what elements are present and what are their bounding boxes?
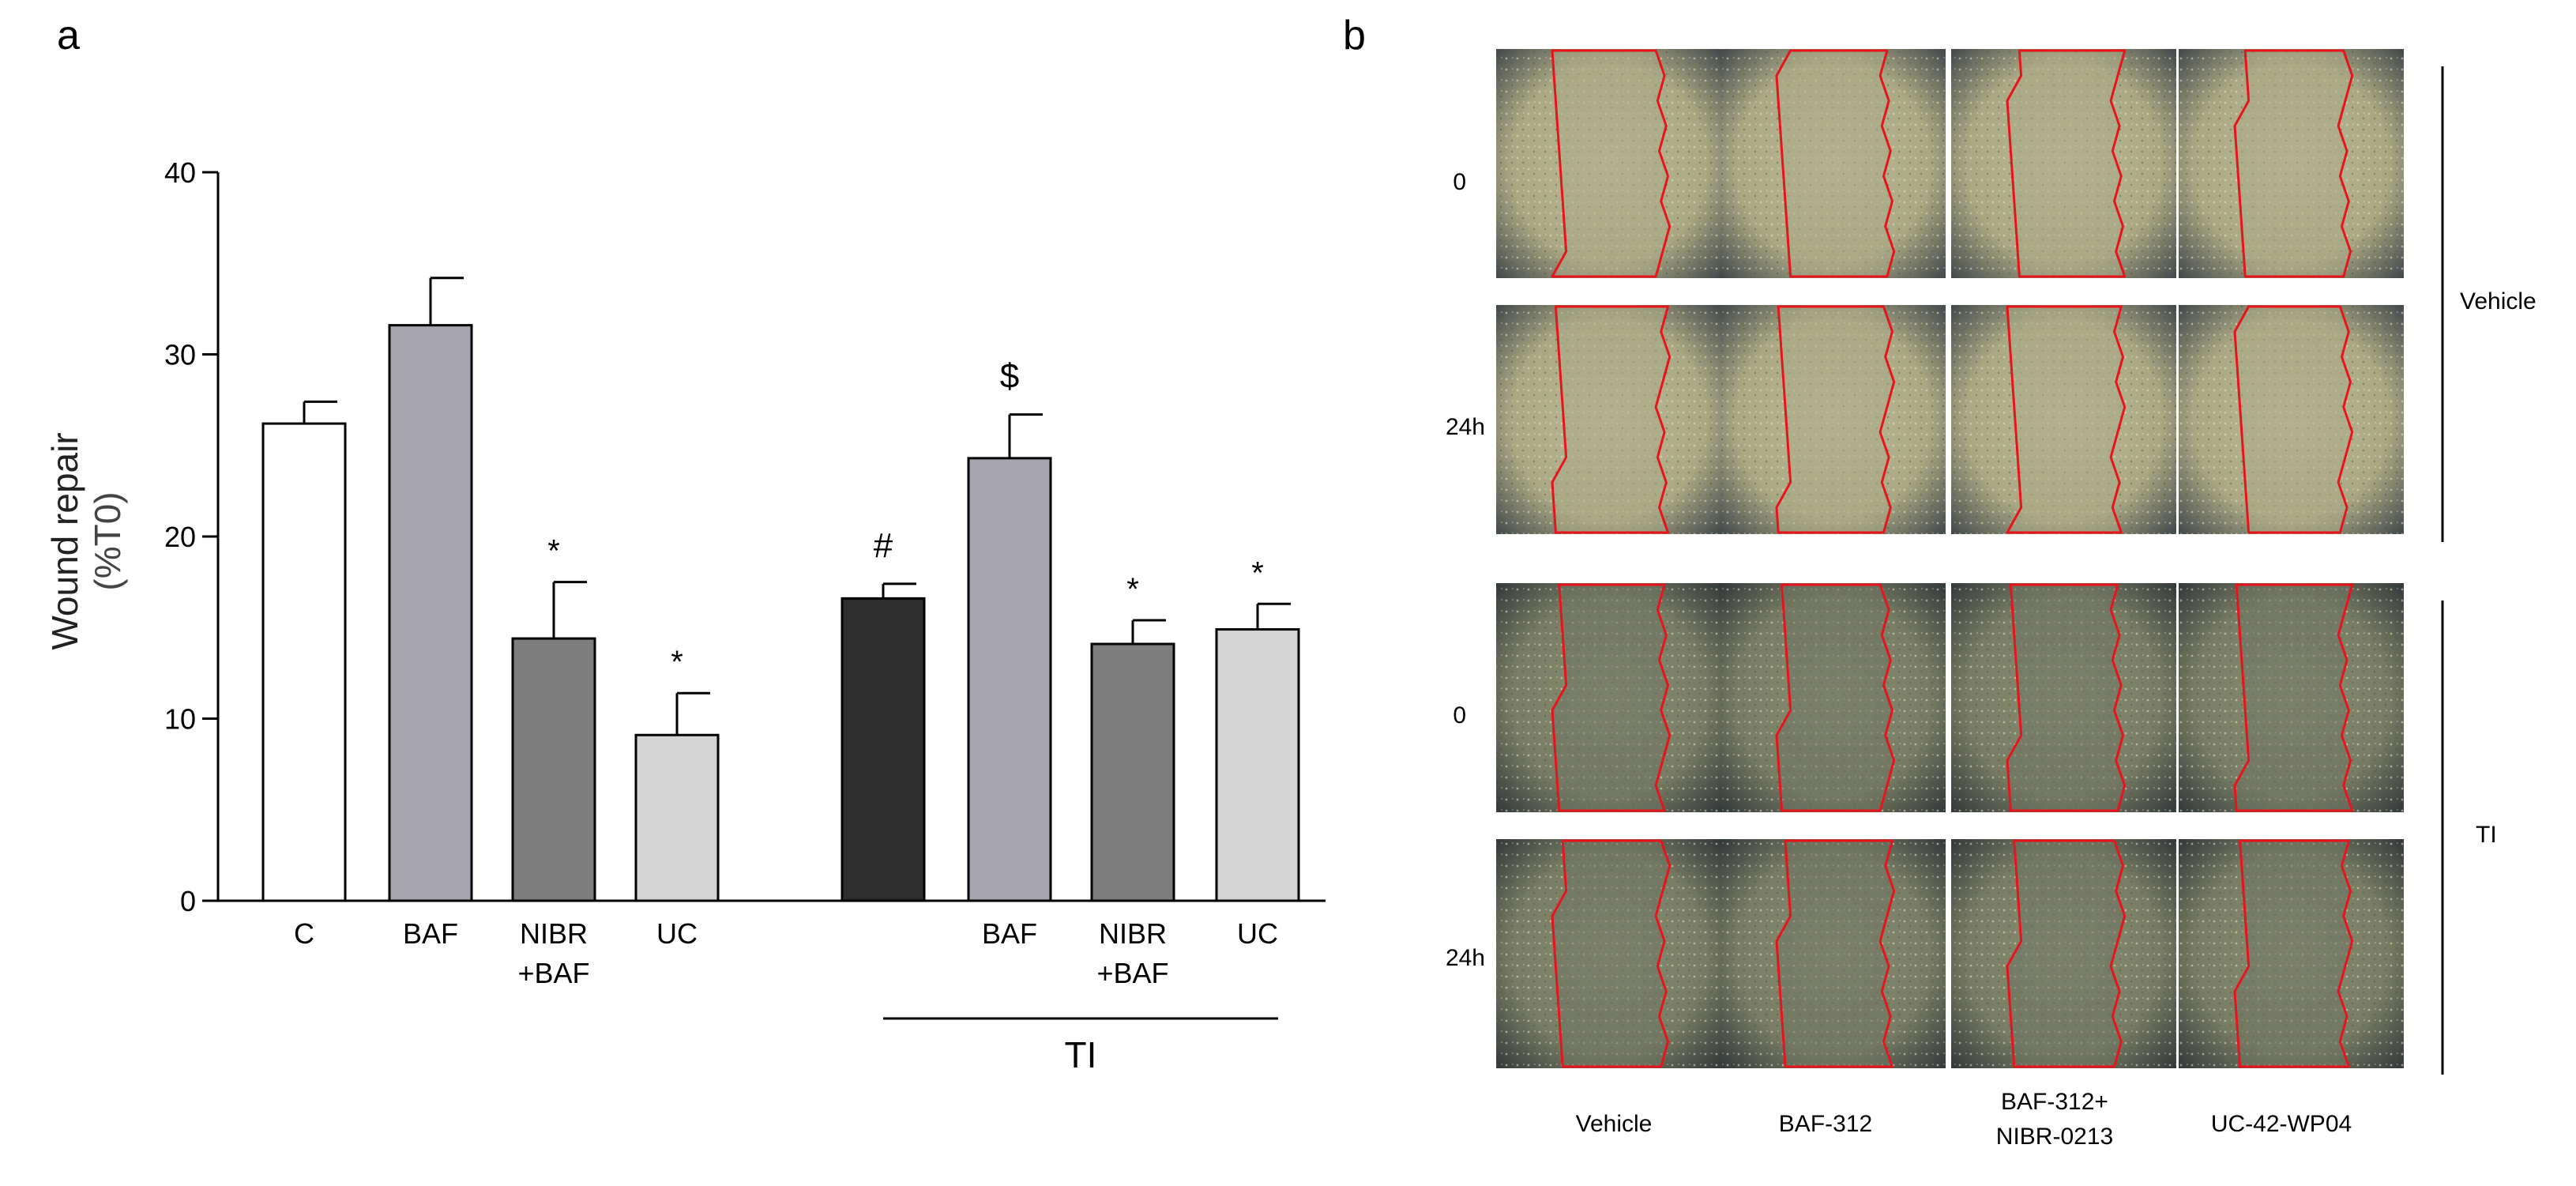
wound-outline [2006,49,2127,278]
bar [967,457,1052,902]
micrograph-tile [2179,583,2404,812]
y-ticks: 0 10 20 30 40 [164,156,218,917]
bar [388,324,473,902]
vehicle-group-label: Vehicle [2460,288,2537,314]
wound-outline [1775,49,1896,278]
micrograph-tile [2179,839,2404,1068]
x-tick-label: BAF [982,917,1037,950]
wound-outline [2006,839,2127,1068]
x-tick-label: NIBR [1099,917,1167,950]
significance-mark: * [671,645,683,680]
x-tick-label: +BAF [517,957,589,989]
bars: * * # $ * * [261,277,1300,902]
wound-outline [2006,583,2127,812]
bar [261,422,347,902]
x-tick-labels: C BAF NIBR +BAF UC BAF NIBR +BAF UC [294,917,1278,989]
wound-outline [1775,839,1896,1068]
wound-outline [2233,583,2354,812]
micrograph-tile [1951,305,2176,534]
wound-outline [2233,305,2354,534]
y-tick-label: 0 [180,885,196,917]
panel-letter-b: b [1343,13,1366,58]
wound-outline [1551,305,1672,534]
x-tick-label: UC [656,917,698,950]
micrograph-tile [1496,839,1721,1068]
row-label-vehicle-0h: 0 [1453,169,1466,195]
bar [1090,642,1175,902]
bar-chart: Wound repair (%T0) 0 10 20 30 40 * * # $ * * C BAF… [44,156,1326,1075]
wound-outline [1551,49,1672,278]
micrograph-tile [1720,583,1946,812]
micrograph-tile [1496,49,1721,278]
ti-image-group-label: TI [2476,822,2497,848]
x-tick-label: BAF [403,917,458,950]
micrograph-tile [1951,583,2176,812]
bar [1215,628,1300,902]
ti-group-label: TI [1065,1034,1097,1075]
y-tick-label: 40 [164,156,196,189]
x-tick-label: UC [1237,917,1278,950]
significance-mark: * [547,534,560,569]
y-axis-title-line-1: Wound repair [44,432,85,649]
wound-outline [1775,305,1896,534]
row-label-ti-0h: 0 [1453,702,1466,729]
wound-outline [2233,49,2354,278]
micrograph-tile [1720,305,1946,534]
bar [840,597,926,902]
column-label-nibr-0213: NIBR-0213 [1996,1124,2113,1150]
micrograph-tile [1720,49,1946,278]
significance-mark: # [874,526,893,565]
micrograph-tile [2179,305,2404,534]
column-labels: Vehicle BAF-312 BAF-312+ NIBR-0213 UC-42… [1576,1089,2352,1150]
y-tick-label: 20 [164,521,196,553]
wound-outline [1551,583,1672,812]
wound-outline [1551,839,1672,1068]
row-labels: 0 24h 0 24h [1446,169,1485,971]
column-label-baf-312: BAF-312 [1779,1111,1872,1137]
panel-letter-a: a [57,13,80,58]
x-tick-label: +BAF [1096,957,1168,989]
x-tick-label: C [294,917,314,950]
micrograph-tile [1951,839,2176,1068]
wound-outline [1775,583,1896,812]
micrograph-tile [2179,49,2404,278]
y-axis-title: Wound repair (%T0) [44,432,128,649]
column-label-vehicle: Vehicle [1576,1111,1653,1137]
significance-mark: * [1251,555,1264,590]
significance-mark: $ [1000,357,1019,396]
column-label-baf-312-plus: BAF-312+ [2001,1089,2108,1115]
y-tick-label: 30 [164,339,196,371]
row-label-vehicle-24h: 24h [1446,414,1485,440]
row-label-ti-24h: 24h [1446,945,1485,971]
micrograph-grid [1496,49,2404,1068]
x-tick-label: NIBR [520,917,588,950]
micrograph-tile [1496,305,1721,534]
micrograph-tile [1720,839,1946,1068]
micrograph-tile [1951,49,2176,278]
wound-outline [2006,305,2127,534]
bar [634,733,720,902]
y-axis-title-line-2: (%T0) [87,491,128,590]
column-label-uc-42-wp04: UC-42-WP04 [2211,1111,2352,1137]
wound-outline [2233,839,2354,1068]
bar [511,637,596,902]
y-tick-label: 10 [164,703,196,736]
micrograph-tile [1496,583,1721,812]
significance-mark: * [1126,572,1139,607]
